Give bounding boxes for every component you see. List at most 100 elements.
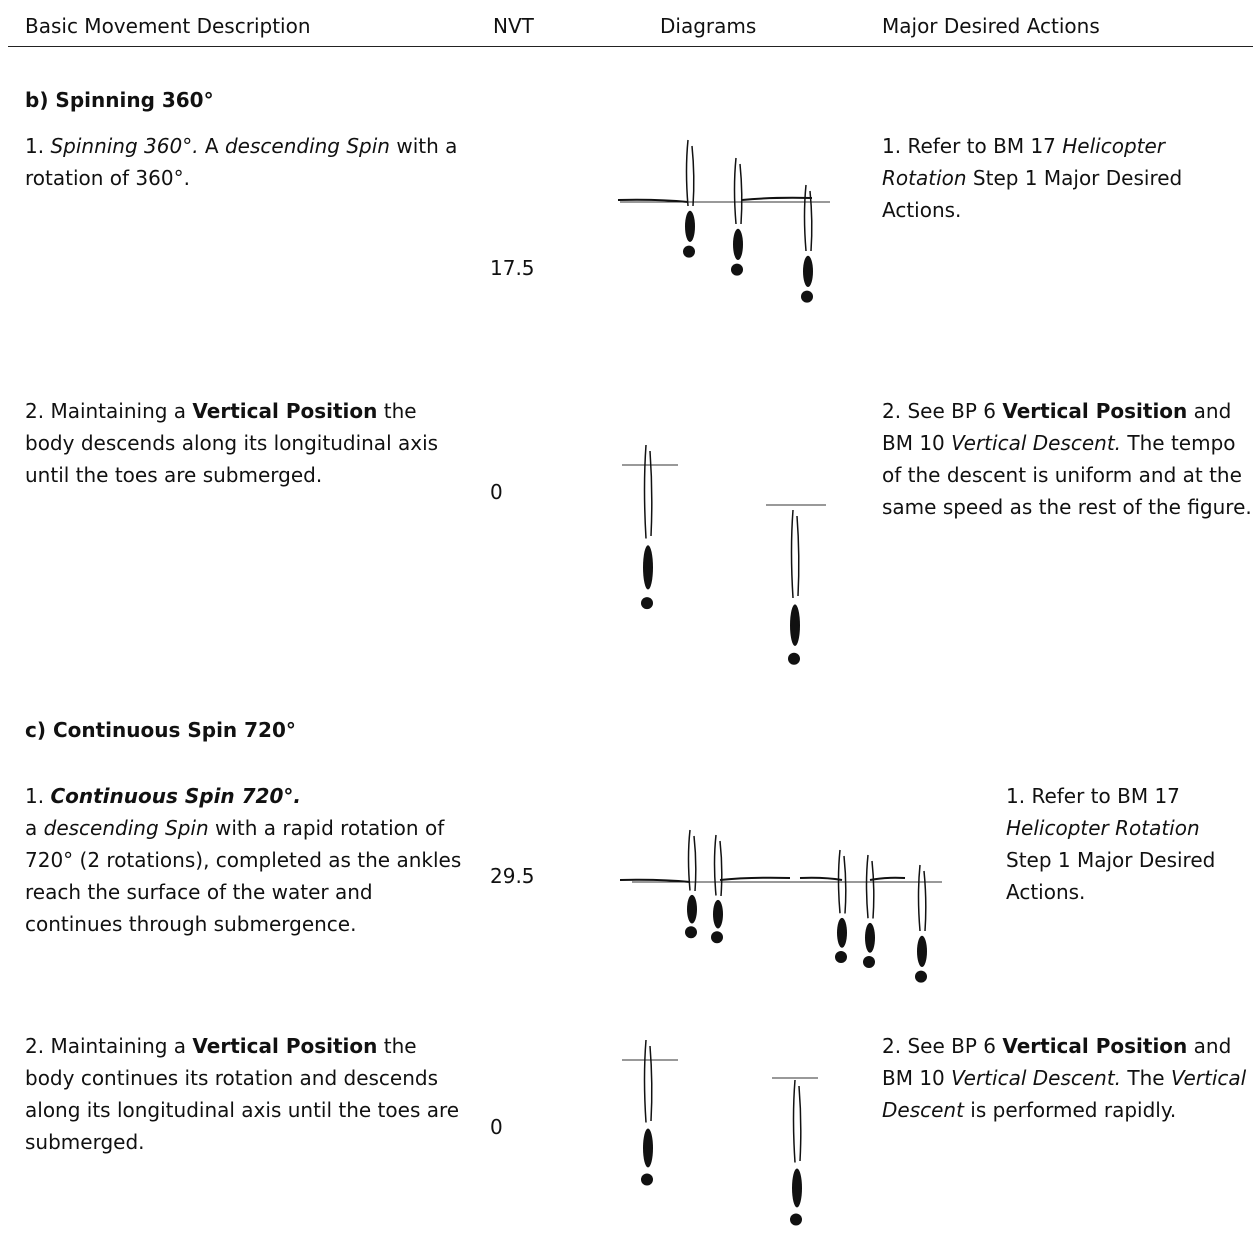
leg <box>733 157 743 225</box>
text-run: The <box>1121 1066 1171 1090</box>
paragraph: 2. Maintaining a Vertical Position the b… <box>25 395 470 491</box>
text-run: with a rotation of 360°. <box>25 134 458 190</box>
head <box>801 290 813 303</box>
text-run: Vertical Descent. <box>951 1066 1122 1090</box>
rich-text: 2. Maintaining a Vertical Position the b… <box>25 395 470 491</box>
leg <box>865 854 875 919</box>
leg <box>799 876 843 881</box>
text-run: Step 1 Major Desired Actions. <box>1006 848 1216 904</box>
torso <box>865 922 875 953</box>
text-run: 1. <box>25 134 51 158</box>
leg <box>685 139 695 207</box>
torso <box>917 935 927 968</box>
leg <box>620 878 691 883</box>
head <box>683 245 695 258</box>
column-header: Basic Movement Description <box>25 14 311 38</box>
leg <box>719 876 791 881</box>
text-run: 1. Refer to BM 17 <box>1006 784 1180 808</box>
text-run: 1. <box>25 784 51 808</box>
leg <box>643 1039 653 1123</box>
text-run: and BM 10 <box>882 1034 1232 1090</box>
head <box>641 1173 653 1186</box>
head <box>915 970 927 983</box>
text-run: the body descends along its longitudinal… <box>25 399 439 487</box>
rich-text: 2. See BP 6 Vertical Position and BM 10 … <box>882 395 1252 523</box>
text-run: Helicopter Rotation <box>882 134 1166 190</box>
text-run: with a rapid rotation of 720° (2 rotatio… <box>25 816 462 936</box>
diagram <box>617 139 830 303</box>
paragraph: 1. Spinning 360°. A descending Spin with… <box>25 130 470 194</box>
text-run: Vertical Descent <box>882 1066 1247 1122</box>
torso <box>792 1168 802 1208</box>
rich-text: 1. Continuous Spin 720°. a descending Spi… <box>25 780 470 940</box>
text-run: 2. Maintaining a <box>25 399 193 423</box>
paragraph: 1. Refer to BM 17 Helicopter Rotation St… <box>882 130 1252 226</box>
nvt-value: 29.5 <box>490 864 535 888</box>
rich-text: 1. Spinning 360°. A descending Spin with… <box>25 130 470 194</box>
text-run: A <box>198 134 225 158</box>
torso <box>685 210 695 242</box>
header-rule <box>8 46 1253 47</box>
leg <box>741 196 813 201</box>
text-run: Helicopter Rotation <box>1006 816 1200 840</box>
rich-text: 2. Maintaining a Vertical Position the b… <box>25 1030 470 1158</box>
diagram <box>620 829 942 983</box>
leg <box>790 509 800 599</box>
section-heading: c) Continuous Spin 720° <box>25 718 296 742</box>
torso <box>713 899 723 929</box>
paragraph: 2. See BP 6 Vertical Position and BM 10 … <box>882 1030 1252 1126</box>
head <box>711 931 723 944</box>
paragraph: 1. Continuous Spin 720°. <box>25 780 470 812</box>
text-run: Continuous Spin 720°. <box>50 784 301 808</box>
leg <box>713 834 723 897</box>
text-run: Vertical Position <box>1002 399 1188 423</box>
text-run: 2. See BP 6 <box>882 399 1003 423</box>
text-run: Step 1 Major Desired Actions. <box>882 166 1183 222</box>
section-heading: b) Spinning 360° <box>25 88 214 112</box>
torso <box>837 917 847 948</box>
rich-text: 1. Refer to BM 17 Helicopter Rotation St… <box>1006 780 1246 908</box>
leg <box>643 444 653 539</box>
leg <box>792 1079 802 1163</box>
torso <box>687 894 697 924</box>
head <box>788 652 800 665</box>
rich-text: 1. Refer to BM 17 Helicopter Rotation St… <box>882 130 1252 226</box>
paragraph: 2. See BP 6 Vertical Position and BM 10 … <box>882 395 1252 523</box>
leg <box>917 864 927 932</box>
diagram <box>622 1039 818 1226</box>
column-header: Diagrams <box>660 14 757 38</box>
torso <box>643 1128 653 1168</box>
text-run: the body continues its rotation and desc… <box>25 1034 460 1154</box>
leg <box>869 876 906 881</box>
text-run: 2. See BP 6 <box>882 1034 1003 1058</box>
paragraph: 1. Refer to BM 17 Helicopter Rotation St… <box>1006 780 1246 908</box>
text-run: a <box>25 816 44 840</box>
nvt-value: 0 <box>490 480 503 504</box>
torso <box>733 228 743 260</box>
column-header: Major Desired Actions <box>882 14 1100 38</box>
leg <box>687 829 697 892</box>
text-run: and BM 10 <box>882 399 1232 455</box>
text-run: 2. Maintaining a <box>25 1034 193 1058</box>
leg <box>803 184 813 252</box>
head <box>731 263 743 276</box>
text-run: Vertical Position <box>192 1034 378 1058</box>
torso <box>803 255 813 287</box>
head <box>790 1213 802 1226</box>
text-run: descending Spin <box>43 816 209 840</box>
torso <box>790 604 800 646</box>
paragraph: 2. Maintaining a Vertical Position the b… <box>25 1030 470 1158</box>
head <box>835 950 847 963</box>
rich-text: 2. See BP 6 Vertical Position and BM 10 … <box>882 1030 1252 1126</box>
text-run: Vertical Descent. <box>951 431 1122 455</box>
text-run: Vertical Position <box>192 399 378 423</box>
head <box>685 926 697 939</box>
torso <box>643 545 653 590</box>
diagram <box>622 444 826 665</box>
text-run: 1. Refer to BM 17 <box>882 134 1063 158</box>
text-run: descending Spin <box>224 134 390 158</box>
nvt-value: 0 <box>490 1115 503 1139</box>
paragraph: a descending Spin with a rapid rotation … <box>25 812 470 940</box>
head <box>641 597 653 610</box>
